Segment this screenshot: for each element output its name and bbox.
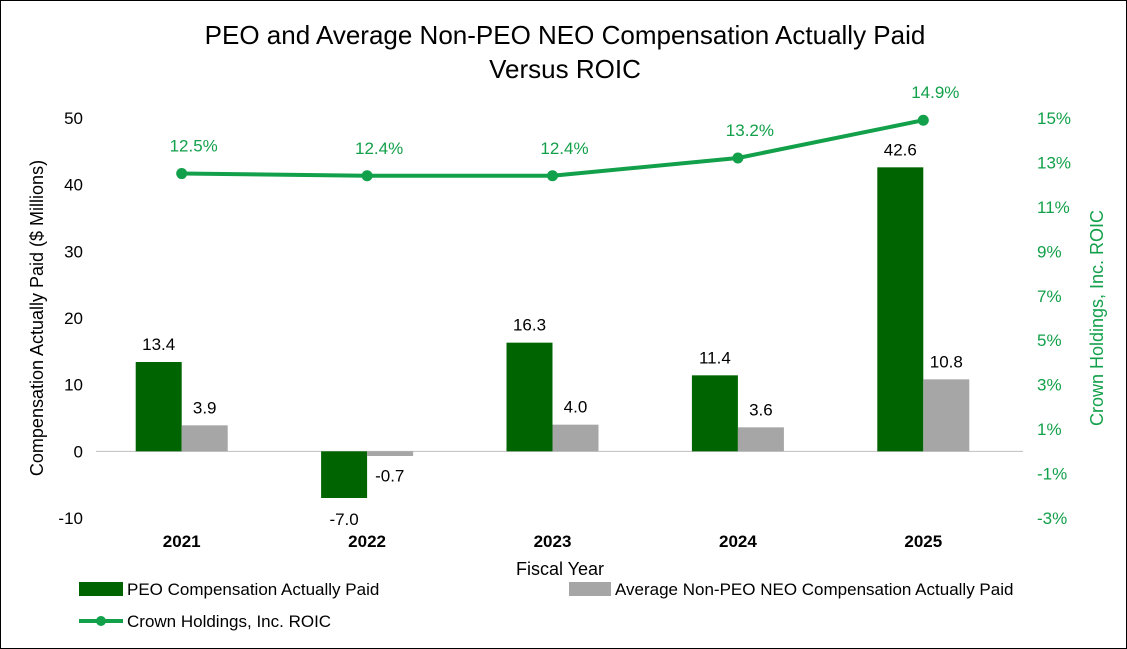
legend-swatch-neo xyxy=(569,582,611,596)
roic-marker xyxy=(917,114,929,126)
bar-peo xyxy=(691,375,738,452)
data-label-peo: 42.6 xyxy=(884,140,917,159)
data-label-peo: 13.4 xyxy=(142,335,175,354)
bar-neo xyxy=(181,425,228,452)
y2-tick-label: 1% xyxy=(1037,420,1062,439)
chart-title: PEO and Average Non-PEO NEO Compensation… xyxy=(205,20,926,50)
bar-peo xyxy=(877,167,924,452)
y-tick-label: 30 xyxy=(64,242,83,261)
data-label-neo: 3.9 xyxy=(193,398,217,417)
bar-neo xyxy=(737,427,784,452)
y2-tick-label: 11% xyxy=(1037,198,1070,217)
roic-marker xyxy=(732,152,744,164)
bar-neo xyxy=(552,424,599,452)
data-label-neo: 10.8 xyxy=(930,352,963,371)
bar-data-labels: 13.4 -7.0 16.3 11.4 42.6 3.9 -0.7 4.0 3.6 10.8 xyxy=(142,140,963,529)
y-axis-title: Compensation Actually Paid ($ Millions) xyxy=(27,160,47,476)
y2-axis-title: Crown Holdings, Inc. ROIC xyxy=(1087,210,1107,426)
y2-tick-label: 13% xyxy=(1037,153,1071,172)
legend-label-neo: Average Non-PEO NEO Compensation Actuall… xyxy=(615,580,1013,599)
bar-peo xyxy=(321,451,368,498)
x-tick-label: 2021 xyxy=(163,532,201,551)
y-tick-label: 10 xyxy=(64,376,83,395)
roic-marker xyxy=(547,170,558,182)
roic-data-label: 12.4% xyxy=(540,139,588,158)
data-label-peo: 16.3 xyxy=(513,316,546,335)
roic-marker xyxy=(176,168,188,180)
x-tick-label: 2023 xyxy=(534,532,572,551)
y2-tick-label: 9% xyxy=(1037,242,1062,261)
bar-neo xyxy=(367,451,414,456)
y2-tick-label: 15% xyxy=(1037,109,1071,128)
y2-tick-label: 3% xyxy=(1037,376,1062,395)
bar-neo xyxy=(923,379,970,452)
legend-label-roic: Crown Holdings, Inc. ROIC xyxy=(127,612,331,631)
roic-line-series: 12.5% 12.4% 12.4% 13.2% 14.9% xyxy=(170,83,959,182)
right-axis-ticks: 15% 13% 11% 9% 7% 5% 3% 1% -1% -3% xyxy=(1037,109,1071,528)
data-label-neo: 3.6 xyxy=(749,400,773,419)
data-label-neo: 4.0 xyxy=(564,398,588,417)
legend-swatch-roic-marker xyxy=(96,616,106,626)
y2-tick-label: 5% xyxy=(1037,331,1062,350)
bar-peo xyxy=(135,362,182,452)
y-tick-label: 50 xyxy=(64,109,83,128)
chart-subtitle: Versus ROIC xyxy=(489,54,641,84)
x-axis-title: Fiscal Year xyxy=(516,559,604,579)
roic-marker xyxy=(361,170,373,182)
x-tick-label: 2025 xyxy=(904,532,942,551)
legend-label-peo: PEO Compensation Actually Paid xyxy=(127,580,379,599)
left-axis-ticks: 50 40 30 20 10 0 -10 xyxy=(58,109,83,528)
roic-data-label: 13.2% xyxy=(726,121,774,140)
bar-peo xyxy=(506,342,553,452)
data-label-peo: -7.0 xyxy=(329,510,358,529)
data-label-neo: -0.7 xyxy=(375,466,404,485)
y2-tick-label: -3% xyxy=(1037,509,1067,528)
bar-series xyxy=(135,167,970,498)
x-tick-label: 2024 xyxy=(719,532,757,551)
y-tick-label: 40 xyxy=(64,176,83,195)
roic-data-label: 12.4% xyxy=(355,139,403,158)
legend-swatch-peo xyxy=(79,582,123,596)
legend: PEO Compensation Actually Paid Average N… xyxy=(79,580,1013,631)
y-tick-label: 0 xyxy=(74,442,83,461)
data-label-peo: 11.4 xyxy=(699,348,731,367)
roic-data-label: 14.9% xyxy=(911,83,959,102)
roic-data-label: 12.5% xyxy=(170,137,218,156)
category-labels: 2021 2022 2023 2024 2025 xyxy=(163,532,942,551)
y2-tick-label: 7% xyxy=(1037,287,1062,306)
y-tick-label: -10 xyxy=(58,509,83,528)
x-tick-label: 2022 xyxy=(348,532,386,551)
y-tick-label: 20 xyxy=(64,309,83,328)
y2-tick-label: -1% xyxy=(1037,465,1067,484)
